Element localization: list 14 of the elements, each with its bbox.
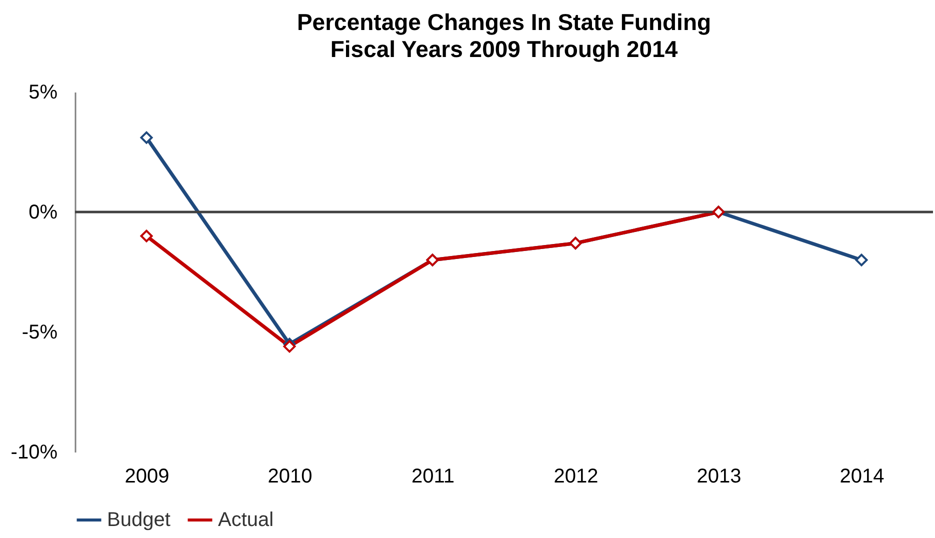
x-tick-label: 2010	[268, 466, 312, 488]
y-tick-label: 5%	[28, 82, 58, 104]
x-tick-label: 2012	[554, 466, 598, 488]
chart-title: Percentage Changes In State Funding	[296, 9, 712, 35]
y-tick-label: -5%	[22, 322, 58, 344]
x-tick-label: 2014	[840, 466, 884, 488]
x-tick-label: 2009	[124, 466, 170, 488]
legend-label: Actual	[218, 509, 274, 531]
chart-subtitle: Fiscal Years 2009 Through 2014	[330, 36, 678, 62]
x-tick-label: 2011	[411, 466, 455, 488]
x-tick-label: 2013	[696, 466, 742, 488]
y-tick-label: 0%	[28, 202, 58, 224]
y-tick-label: -10%	[10, 442, 58, 464]
legend-label: Budget	[107, 509, 171, 531]
